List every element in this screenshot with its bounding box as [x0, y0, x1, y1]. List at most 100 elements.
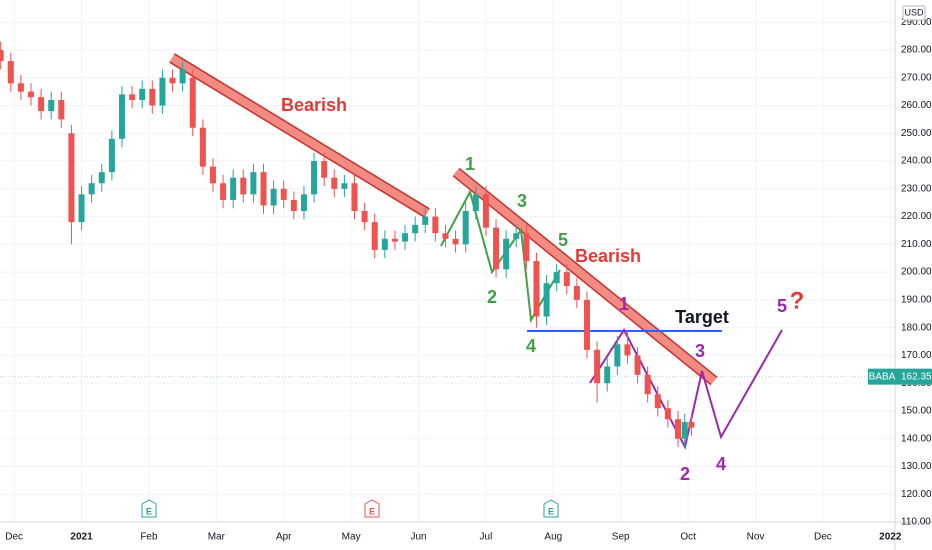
candle-body [139, 88, 146, 100]
wave-label: 4 [526, 336, 536, 356]
earnings-label: E [146, 506, 152, 516]
x-tick-label: Apr [276, 532, 292, 543]
price-tag [896, 368, 932, 385]
symbol-tag [868, 368, 896, 385]
candle-body [432, 216, 439, 234]
candle-body [250, 172, 257, 195]
y-tick-label: 280.00 [901, 45, 932, 56]
annotations: Bearish Bearish Target 1 2 3 4 5 1 2 3 4… [281, 95, 804, 484]
trend-band [169, 54, 430, 217]
y-tick-label: 210.00 [901, 239, 932, 250]
wave-label: 2 [487, 287, 497, 307]
x-tick-label: Nov [747, 532, 765, 543]
candle-body [189, 77, 196, 128]
candle-body [688, 422, 695, 428]
x-tick-label: Dec [5, 532, 23, 543]
x-tick-label: Mar [208, 532, 226, 543]
wave-label: 5 [777, 296, 787, 316]
x-tick-label: 2022 [879, 532, 902, 543]
candle-body [381, 238, 388, 250]
candle-body [584, 299, 591, 350]
candle-body [7, 61, 14, 84]
candle-body [68, 133, 75, 223]
earnings-markers: E E E [141, 499, 559, 518]
candle-body [28, 91, 35, 98]
candle-body [230, 177, 237, 200]
candle-body [674, 419, 681, 439]
y-tick-label: 140.00 [901, 433, 932, 444]
candle-body [503, 238, 510, 270]
candle-body [391, 238, 398, 242]
candle-body [644, 374, 651, 395]
candle-body [159, 77, 166, 106]
y-tick-label: 230.00 [901, 183, 932, 194]
x-tick-label: Jun [410, 532, 426, 543]
candle-body [523, 233, 530, 261]
axes: 110.00120.00130.00140.00150.00160.00170.… [5, 17, 932, 543]
earnings-label: E [369, 506, 375, 516]
candle-body [493, 227, 500, 270]
y-tick-label: 220.00 [901, 211, 932, 222]
candle-body [681, 422, 688, 439]
x-tick-label: May [342, 532, 361, 543]
candle-body [482, 194, 489, 228]
y-tick-label: 180.00 [901, 322, 932, 333]
earnings-icon[interactable] [543, 499, 559, 518]
candle-body [0, 49, 4, 62]
wave-label: 5 [558, 230, 568, 250]
candle-body [270, 188, 277, 206]
candle-body [17, 83, 24, 92]
candle-body [108, 138, 115, 173]
y-tick-label: 270.00 [901, 72, 932, 83]
wave-label: 1 [465, 154, 475, 174]
x-tick-label: 2021 [70, 532, 93, 543]
candle-body [412, 224, 419, 234]
candle-body [351, 183, 358, 212]
candle-body [199, 127, 206, 167]
candle-body [654, 394, 661, 409]
candle-body [179, 69, 186, 84]
candle-body [563, 272, 570, 286]
earnings-icon[interactable] [141, 499, 157, 518]
candle-body [300, 194, 307, 212]
y-tick-label: 110.00 [901, 517, 931, 528]
y-tick-label: 190.00 [901, 295, 932, 306]
candle-body [573, 285, 580, 300]
earnings-label: E [548, 506, 554, 516]
currency-label: USD [904, 7, 924, 17]
earnings-icon[interactable] [364, 499, 380, 518]
currency-box[interactable] [902, 5, 926, 21]
x-tick-label: Oct [680, 532, 696, 543]
candle-body [98, 172, 105, 184]
y-tick-label: 240.00 [901, 156, 932, 167]
bearish-label: Bearish [575, 246, 641, 266]
candle-body [169, 77, 176, 84]
candle-body [280, 188, 287, 200]
candle-body [88, 183, 95, 195]
candle-body [290, 199, 297, 212]
candle-body [604, 366, 611, 384]
candle-body [594, 349, 601, 384]
candle-body [118, 94, 125, 139]
candle-body [48, 99, 55, 112]
candle-body [442, 233, 449, 239]
y-tick-label: 250.00 [901, 128, 932, 139]
x-tick-label: Jul [480, 532, 493, 543]
wave-label: 2 [680, 464, 690, 484]
candle-body [513, 233, 520, 239]
y-tick-label: 130.00 [901, 461, 932, 472]
candle-body [361, 211, 368, 223]
candle-body [38, 97, 45, 112]
candle-body [553, 272, 560, 284]
target-label: Target [675, 307, 729, 327]
drawings [169, 53, 783, 450]
y-tick-label: 120.00 [901, 489, 932, 500]
candles [0, 41, 695, 448]
candle-body [240, 177, 247, 195]
wave-label: 1 [619, 294, 629, 314]
x-tick-label: Aug [544, 532, 562, 543]
candle-body [149, 88, 156, 106]
x-tick-label: Sep [612, 532, 630, 543]
